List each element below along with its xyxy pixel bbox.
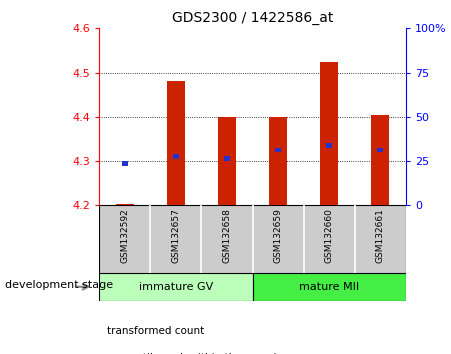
Bar <box>99 273 253 301</box>
Text: percentile rank within the sample: percentile rank within the sample <box>107 353 283 354</box>
Bar <box>320 62 338 205</box>
Bar <box>224 156 230 161</box>
Text: immature GV: immature GV <box>139 282 213 292</box>
Bar <box>218 117 236 205</box>
Text: GSM132592: GSM132592 <box>120 208 129 263</box>
Text: mature MII: mature MII <box>299 282 359 292</box>
Bar <box>122 161 128 166</box>
Text: development stage: development stage <box>5 280 113 290</box>
Bar <box>377 148 383 153</box>
Bar <box>275 148 281 153</box>
Text: transformed count: transformed count <box>107 326 205 336</box>
Bar <box>269 117 287 205</box>
Text: GSM132657: GSM132657 <box>171 208 180 263</box>
Title: GDS2300 / 1422586_at: GDS2300 / 1422586_at <box>172 11 333 24</box>
Bar <box>326 143 332 148</box>
Text: GSM132660: GSM132660 <box>325 208 334 263</box>
Text: GSM132658: GSM132658 <box>222 208 231 263</box>
Text: GSM132659: GSM132659 <box>274 208 283 263</box>
Bar <box>167 81 185 205</box>
Bar <box>253 273 406 301</box>
Bar <box>173 154 179 159</box>
Text: GSM132661: GSM132661 <box>376 208 385 263</box>
Bar <box>372 115 389 205</box>
